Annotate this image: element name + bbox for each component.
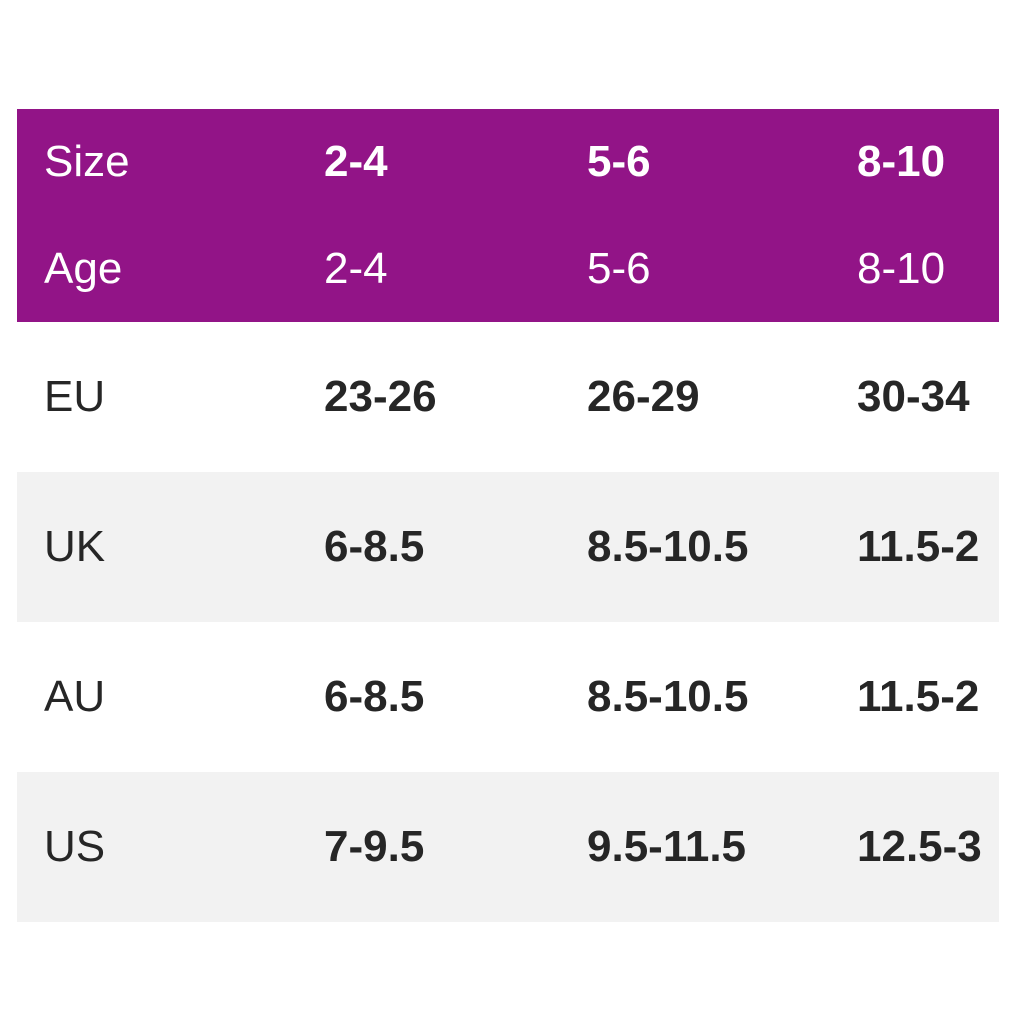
- age-value-col3: 8-10: [857, 243, 946, 293]
- au-value-col2: 8.5-10.5: [587, 672, 749, 721]
- table-row-age: Age 2-4 5-6 8-10: [17, 216, 999, 323]
- row-label-us: US: [44, 822, 106, 871]
- row-label-uk: UK: [44, 522, 106, 571]
- row-label-eu: EU: [44, 372, 106, 421]
- row-label-au: AU: [44, 672, 106, 721]
- size-value-col2: 5-6: [587, 137, 651, 187]
- age-value-col1: 2-4: [324, 243, 388, 293]
- uk-value-col1: 6-8.5: [324, 522, 425, 571]
- size-chart-table: Size 2-4 5-6 8-10 Age 2-4 5-6 8-10 EU 23…: [17, 109, 999, 922]
- eu-value-col3: 30-34: [857, 372, 970, 421]
- row-label-size: Size: [44, 137, 130, 187]
- au-value-col3: 11.5-2: [857, 672, 980, 721]
- table-row-au: AU 6-8.5 8.5-10.5 11.5-2: [17, 622, 999, 772]
- uk-value-col2: 8.5-10.5: [587, 522, 749, 571]
- row-label-age: Age: [44, 243, 123, 293]
- uk-value-col3: 11.5-2: [857, 522, 980, 571]
- size-value-col1: 2-4: [324, 137, 388, 187]
- us-value-col1: 7-9.5: [324, 822, 425, 871]
- table-row-size: Size 2-4 5-6 8-10: [17, 109, 999, 216]
- size-chart-header: Size 2-4 5-6 8-10 Age 2-4 5-6 8-10: [17, 109, 999, 322]
- eu-value-col2: 26-29: [587, 372, 700, 421]
- age-value-col2: 5-6: [587, 243, 651, 293]
- table-row-eu: EU 23-26 26-29 30-34: [17, 322, 999, 472]
- au-value-col1: 6-8.5: [324, 672, 425, 721]
- size-chart-body: EU 23-26 26-29 30-34 UK 6-8.5 8.5-10.5 1…: [17, 322, 999, 922]
- us-value-col3: 12.5-3: [857, 822, 982, 871]
- us-value-col2: 9.5-11.5: [587, 822, 747, 871]
- eu-value-col1: 23-26: [324, 372, 437, 421]
- table-row-uk: UK 6-8.5 8.5-10.5 11.5-2: [17, 472, 999, 622]
- table-row-us: US 7-9.5 9.5-11.5 12.5-3: [17, 772, 999, 922]
- size-value-col3: 8-10: [857, 137, 946, 187]
